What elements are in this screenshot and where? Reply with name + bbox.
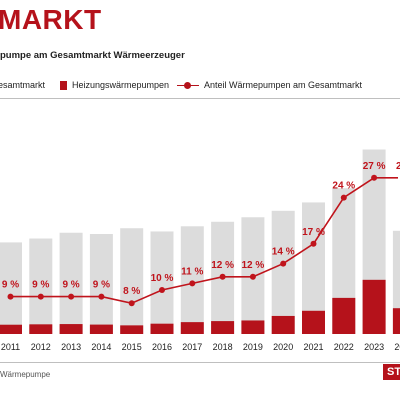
x-tick-label-10: 2021 [303, 342, 323, 352]
share-label-13: 2 [396, 161, 400, 172]
bar-heat-pumps-7 [211, 321, 235, 334]
x-tick-label-0: 2011 [1, 342, 20, 352]
bar-heat-pumps-11 [332, 297, 356, 334]
share-point-11 [340, 194, 347, 201]
share-label-11: 24 % [332, 181, 355, 192]
bar-total-5 [150, 231, 174, 334]
bar-heat-pumps-8 [241, 320, 265, 334]
share-label-8: 12 % [242, 260, 265, 271]
share-label-12: 27 % [363, 161, 386, 172]
x-tick-label-1: 2012 [31, 342, 51, 352]
share-point-3 [98, 293, 105, 300]
share-label-7: 12 % [211, 260, 234, 271]
share-point-4 [128, 300, 135, 307]
share-point-10 [310, 240, 317, 247]
share-point-6 [189, 280, 196, 287]
bar-total-13 [392, 230, 400, 334]
share-label-4: 8 % [123, 286, 140, 297]
x-tick-label-6: 2017 [182, 342, 202, 352]
bar-heat-pumps-4 [120, 325, 144, 334]
brand-logo: ST [383, 364, 400, 380]
bar-total-0 [0, 242, 22, 334]
bar-total-2 [59, 232, 83, 334]
share-label-0: 9 % [2, 280, 19, 291]
footer-note: Wärmepumpe [0, 370, 51, 379]
share-point-7 [219, 273, 226, 280]
share-point-9 [280, 260, 287, 267]
bar-heat-pumps-5 [150, 323, 174, 334]
bar-heat-pumps-12 [362, 279, 386, 334]
x-tick-label-13: 2020 [394, 342, 400, 352]
legend-share: Anteil Wärmepumpen am Gesamtmarkt [177, 80, 362, 90]
share-point-12 [371, 174, 378, 181]
x-tick-label-11: 2022 [334, 342, 354, 352]
x-tick-label-12: 2023 [364, 342, 384, 352]
legend-heat-pumps-label: Heizungswärmepumpen [72, 80, 170, 90]
legend-total-label: esamtmarkt [0, 80, 46, 90]
share-label-2: 9 % [62, 280, 79, 291]
share-label-5: 10 % [151, 273, 174, 284]
x-tick-label-8: 2019 [243, 342, 263, 352]
bar-heat-pumps-2 [59, 324, 83, 334]
bar-total-1 [29, 238, 53, 334]
bar-heat-pumps-13 [392, 308, 400, 334]
share-label-3: 9 % [93, 280, 110, 291]
share-label-6: 11 % [181, 266, 203, 277]
bar-heat-pumps-3 [89, 324, 113, 334]
page-subtitle: pumpe am Gesamtmarkt Wärmeerzeuger [0, 50, 185, 61]
x-tick-label-9: 2020 [273, 342, 293, 352]
share-point-2 [68, 293, 75, 300]
bar-heat-pumps-10 [302, 310, 325, 334]
bar-chart: 2011 2012 2013 2014 2015 2016 2017 2018 2019 2020… [0, 149, 400, 352]
bottom-rule [0, 362, 400, 363]
bar-total-6 [180, 226, 204, 334]
bar-heat-pumps-1 [29, 324, 53, 334]
bar-heat-pumps-0 [0, 324, 22, 334]
page-title: MARKT [0, 4, 102, 35]
share-point-8 [249, 273, 256, 280]
legend-share-label: Anteil Wärmepumpen am Gesamtmarkt [204, 80, 363, 90]
bar-heat-pumps-6 [180, 322, 204, 334]
share-label-9: 14 % [272, 247, 295, 258]
x-tick-label-2: 2013 [61, 342, 81, 352]
x-tick-label-7: 2018 [213, 342, 233, 352]
share-point-1 [37, 293, 44, 300]
share-point-5 [159, 287, 165, 293]
legend-heat-pumps-swatch [60, 80, 67, 90]
top-rule [0, 98, 400, 99]
share-label-1: 9 % [32, 280, 49, 291]
share-label-10: 17 % [302, 227, 325, 238]
bar-total-11 [332, 188, 356, 334]
x-tick-label-3: 2014 [91, 342, 111, 352]
bar-total-9 [271, 210, 295, 334]
x-tick-label-5: 2016 [152, 342, 172, 352]
legend-heat-pumps: Heizungswärmepumpen [60, 80, 169, 90]
legend-share-swatch [177, 81, 199, 90]
bar-total-3 [89, 234, 113, 334]
bar-total-4 [120, 228, 144, 334]
share-point-0 [7, 293, 14, 300]
share-line [10, 177, 398, 305]
bar-heat-pumps-9 [271, 315, 295, 334]
x-tick-label-4: 2015 [122, 342, 142, 352]
legend-total: esamtmarkt [0, 80, 45, 90]
